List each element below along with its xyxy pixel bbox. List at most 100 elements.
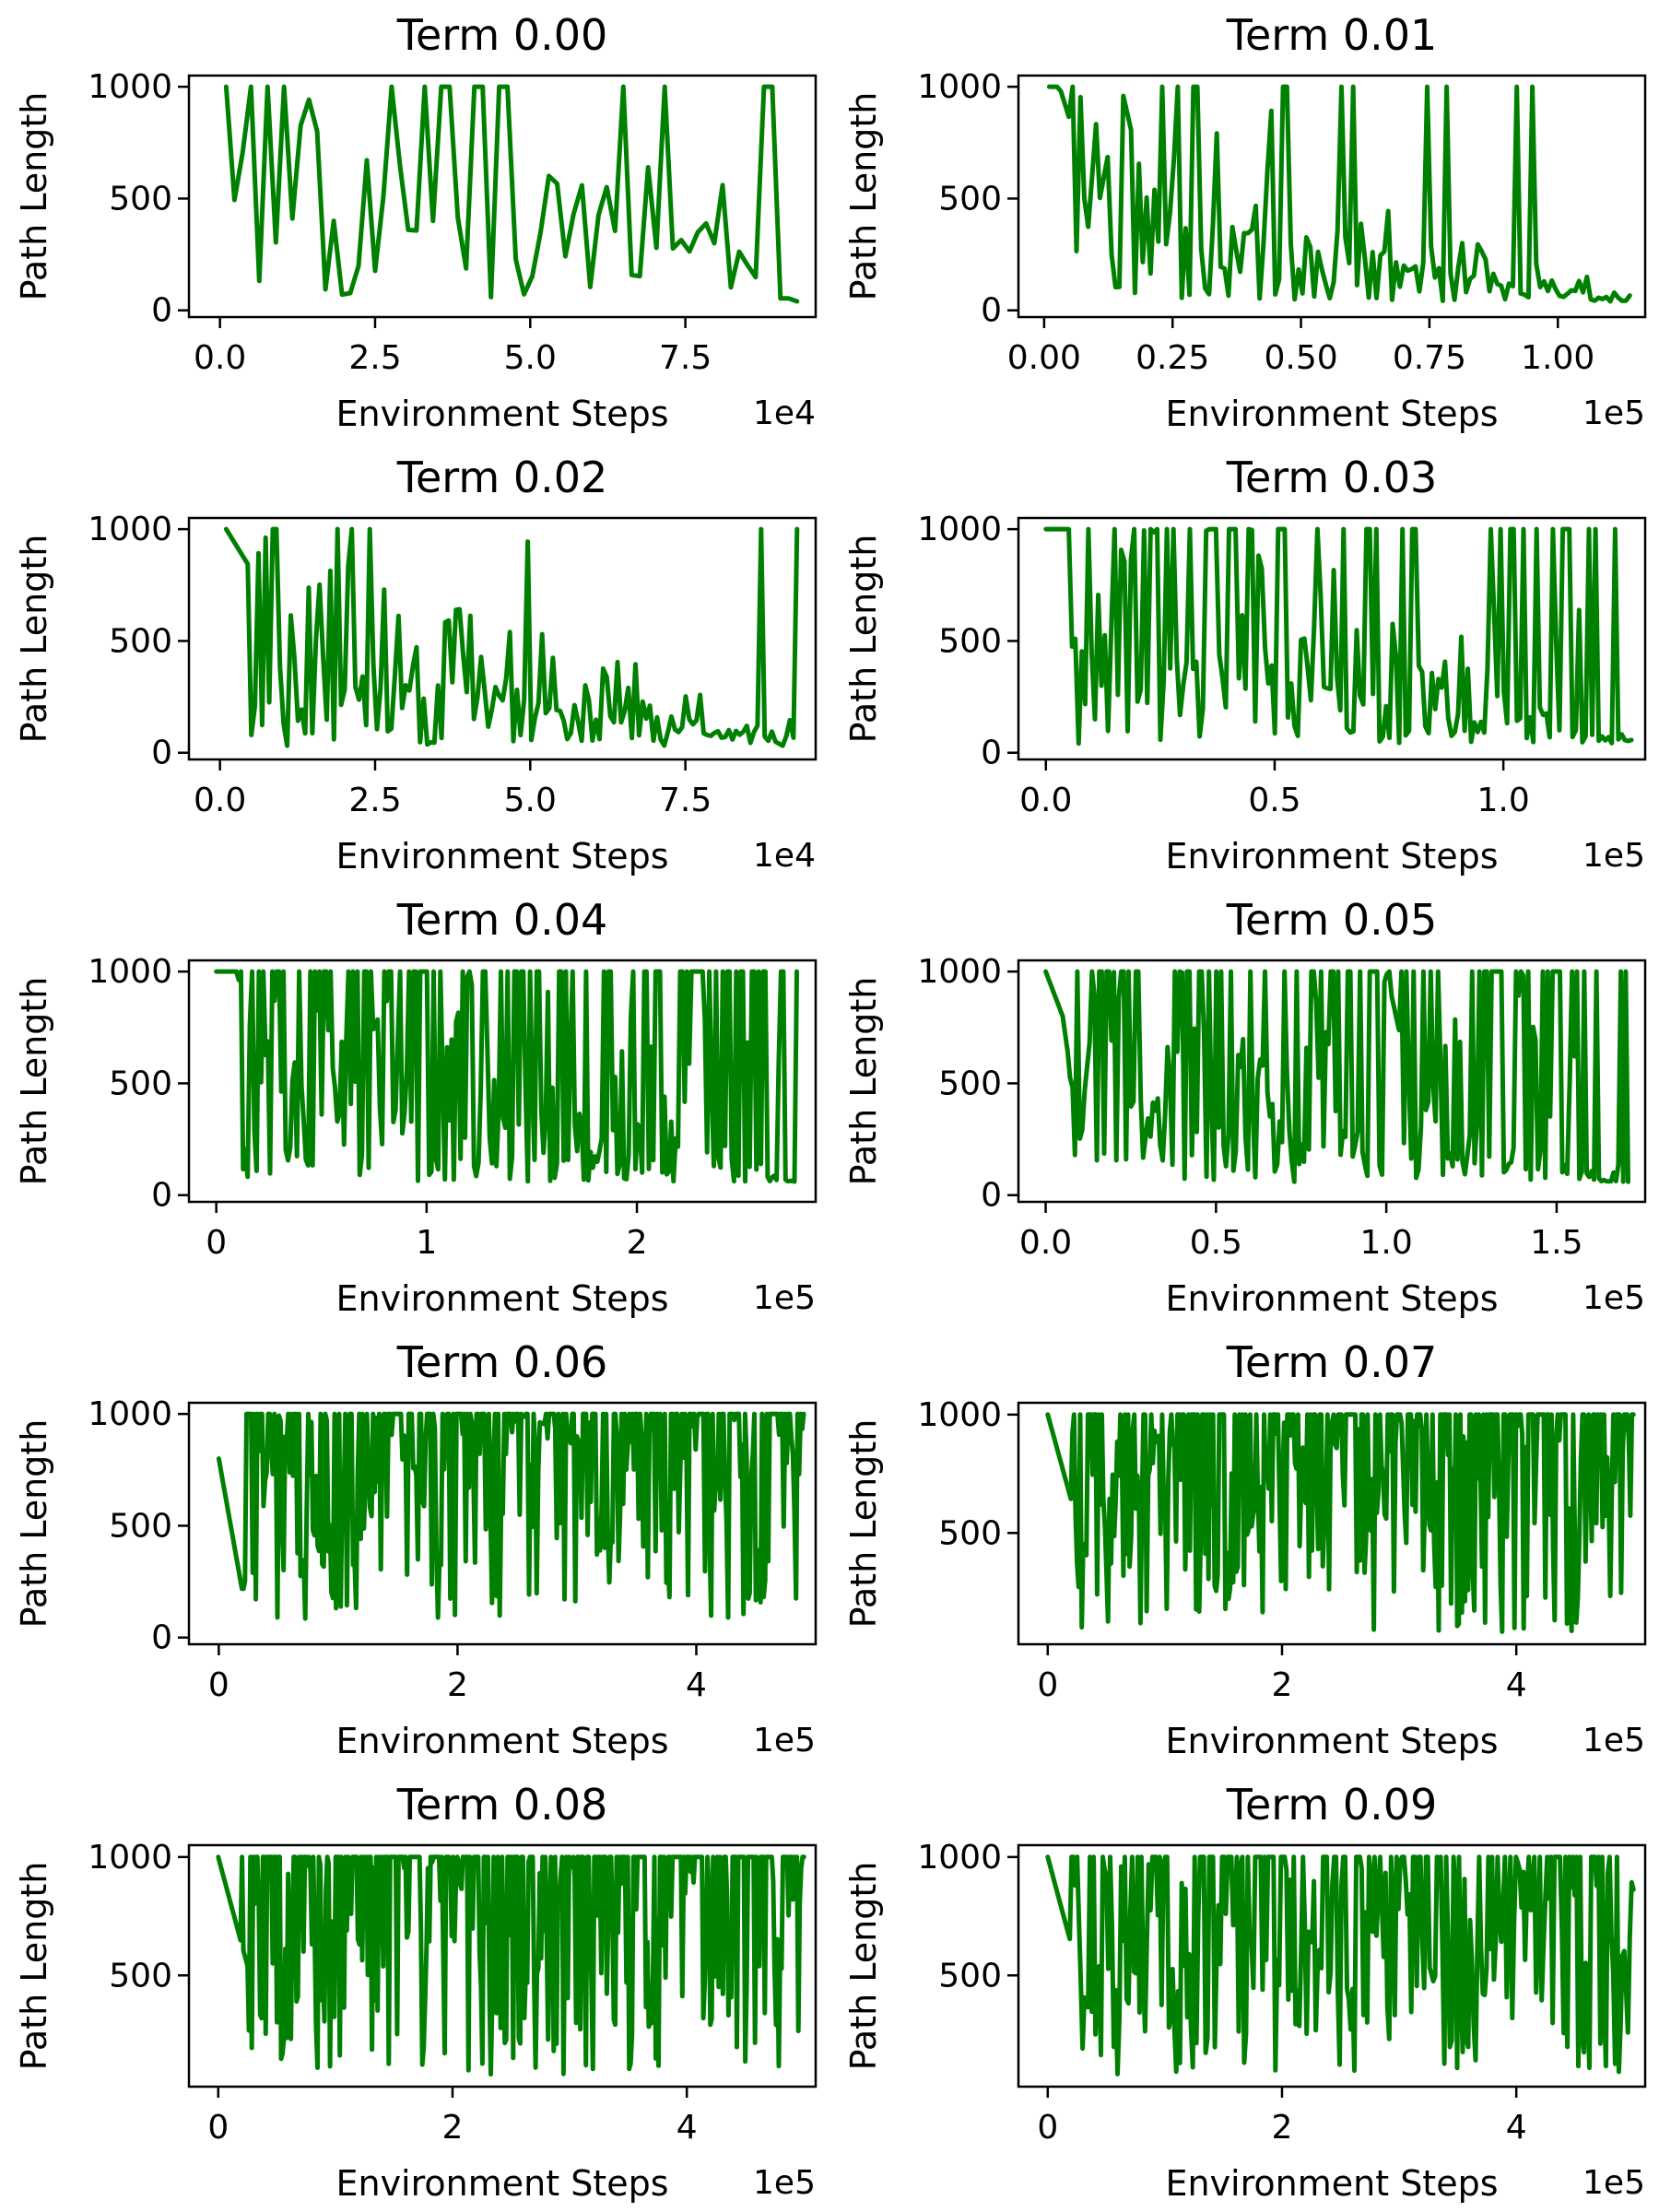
axes-frame — [1017, 959, 1647, 1204]
x-tick-label: 4 — [1506, 1666, 1527, 1704]
x-axis-label: Environment Steps — [1165, 2163, 1498, 2204]
x-offset-multiplier: 1e5 — [753, 1279, 816, 1317]
x-tick-label: 1.0 — [1359, 1224, 1412, 1262]
x-tick-label: 0.5 — [1248, 782, 1300, 819]
subplot-5: Term 0.05 0 500 1000 0.0 0.5 1.0 1.5 Environment… — [843, 895, 1647, 1319]
series-line — [1045, 1854, 1636, 2077]
series-line — [1045, 1412, 1636, 1634]
x-offset-multiplier: 1e5 — [753, 1722, 816, 1759]
y-tick-label: 500 — [938, 1065, 1002, 1102]
x-tick-label: 0 — [1037, 1666, 1058, 1704]
y-tick-label: 1000 — [88, 511, 172, 548]
x-tick-label: 0 — [206, 1224, 227, 1262]
x-offset-multiplier: 1e5 — [1583, 394, 1645, 432]
x-tick-label: 1 — [416, 1224, 437, 1262]
x-tick-label: 2.5 — [348, 339, 401, 377]
series-line — [214, 969, 799, 1184]
series-line — [1043, 969, 1630, 1184]
x-axis-label: Environment Steps — [1165, 836, 1498, 877]
x-tick-label: 5.0 — [504, 782, 557, 819]
x-offset-multiplier: 1e5 — [753, 2164, 816, 2202]
y-axis-label: Path Length — [843, 535, 884, 744]
y-axis-label: Path Length — [843, 1862, 884, 2071]
x-axis-label: Environment Steps — [1165, 394, 1498, 434]
x-tick-label: 0.0 — [1019, 782, 1072, 819]
y-axis-label: Path Length — [843, 92, 884, 301]
x-tick-label: 0 — [1037, 2109, 1058, 2147]
axes-frame — [187, 959, 818, 1204]
x-tick-label: 4 — [1506, 2109, 1527, 2147]
chart-title: Term 0.01 — [1226, 10, 1438, 60]
x-offset-multiplier: 1e5 — [1583, 2164, 1645, 2202]
x-axis-label: Environment Steps — [335, 1721, 668, 1761]
axes-frame — [187, 1843, 818, 2088]
y-tick-label: 0 — [151, 1619, 172, 1657]
subplot-1: Term 0.01 0 500 1000 0.00 0.25 0.50 0.75 1.00 Env… — [843, 10, 1647, 434]
chart-title: Term 0.03 — [1226, 453, 1438, 502]
x-tick-label: 0 — [207, 2109, 229, 2147]
y-tick-label: 1000 — [88, 1839, 172, 1877]
chart-title: Term 0.00 — [396, 10, 608, 60]
x-axis-label: Environment Steps — [1165, 1278, 1498, 1319]
y-tick-label: 500 — [938, 622, 1002, 660]
subplot-6: Term 0.06 0 500 1000 0 2 4 Environment Steps Pat… — [14, 1337, 818, 1761]
x-tick-label: 2 — [442, 2109, 464, 2147]
x-axis-label: Environment Steps — [335, 394, 668, 434]
y-tick-label: 500 — [109, 180, 172, 218]
y-tick-label: 500 — [938, 1514, 1002, 1552]
y-tick-label: 0 — [151, 1177, 172, 1215]
x-offset-multiplier: 1e5 — [1583, 1722, 1645, 1759]
y-tick-label: 500 — [109, 1065, 172, 1102]
x-tick-label: 0.0 — [194, 339, 246, 377]
x-tick-label: 0.5 — [1190, 1224, 1242, 1262]
y-tick-label: 0 — [981, 292, 1002, 330]
y-axis-label: Path Length — [14, 535, 54, 744]
y-tick-label: 0 — [981, 735, 1002, 772]
axes-frame — [187, 74, 818, 319]
x-tick-label: 1.0 — [1477, 782, 1529, 819]
series-line — [223, 526, 800, 748]
x-offset-multiplier: 1e4 — [753, 394, 816, 432]
subplot-0: Term 0.00 0 500 1000 0.0 2.5 5.0 7.5 Environment… — [14, 10, 818, 434]
y-tick-label: 500 — [109, 622, 172, 660]
chart-title: Term 0.05 — [1226, 895, 1438, 945]
series-line — [223, 84, 800, 304]
axes-frame — [1017, 516, 1647, 761]
axes-frame — [1017, 74, 1647, 319]
y-tick-label: 0 — [151, 292, 172, 330]
chart-title: Term 0.07 — [1226, 1337, 1438, 1387]
y-tick-label: 0 — [981, 1177, 1002, 1215]
x-axis-label: Environment Steps — [335, 2163, 668, 2204]
subplot-2: Term 0.02 0 500 1000 0.0 2.5 5.0 7.5 Environment… — [14, 453, 818, 877]
series-line — [216, 1411, 806, 1621]
y-axis-label: Path Length — [14, 92, 54, 301]
y-tick-label: 0 — [151, 735, 172, 772]
y-tick-label: 1000 — [88, 1395, 172, 1433]
y-axis-label: Path Length — [843, 977, 884, 1186]
axes-frame — [1017, 1401, 1647, 1646]
axes-frame — [1017, 1843, 1647, 2088]
x-tick-label: 0.50 — [1264, 339, 1337, 377]
chart-title: Term 0.09 — [1226, 1780, 1438, 1830]
axes-frame — [187, 1401, 818, 1646]
y-tick-label: 500 — [109, 1507, 172, 1545]
x-tick-label: 1.5 — [1530, 1224, 1583, 1262]
x-tick-label: 0.25 — [1135, 339, 1209, 377]
x-axis-label: Environment Steps — [335, 836, 668, 877]
x-offset-multiplier: 1e4 — [753, 837, 816, 875]
y-tick-label: 1000 — [88, 68, 172, 106]
y-axis-label: Path Length — [14, 1419, 54, 1629]
subplot-3: Term 0.03 0 500 1000 0.0 0.5 1.0 Environment St… — [843, 453, 1647, 877]
chart-title: Term 0.04 — [396, 895, 608, 945]
axes-frame — [187, 516, 818, 761]
x-tick-label: 2.5 — [348, 782, 401, 819]
x-tick-label: 0.00 — [1007, 339, 1081, 377]
x-tick-label: 7.5 — [659, 339, 712, 377]
chart-title: Term 0.06 — [396, 1337, 608, 1387]
x-tick-label: 1.00 — [1521, 339, 1594, 377]
